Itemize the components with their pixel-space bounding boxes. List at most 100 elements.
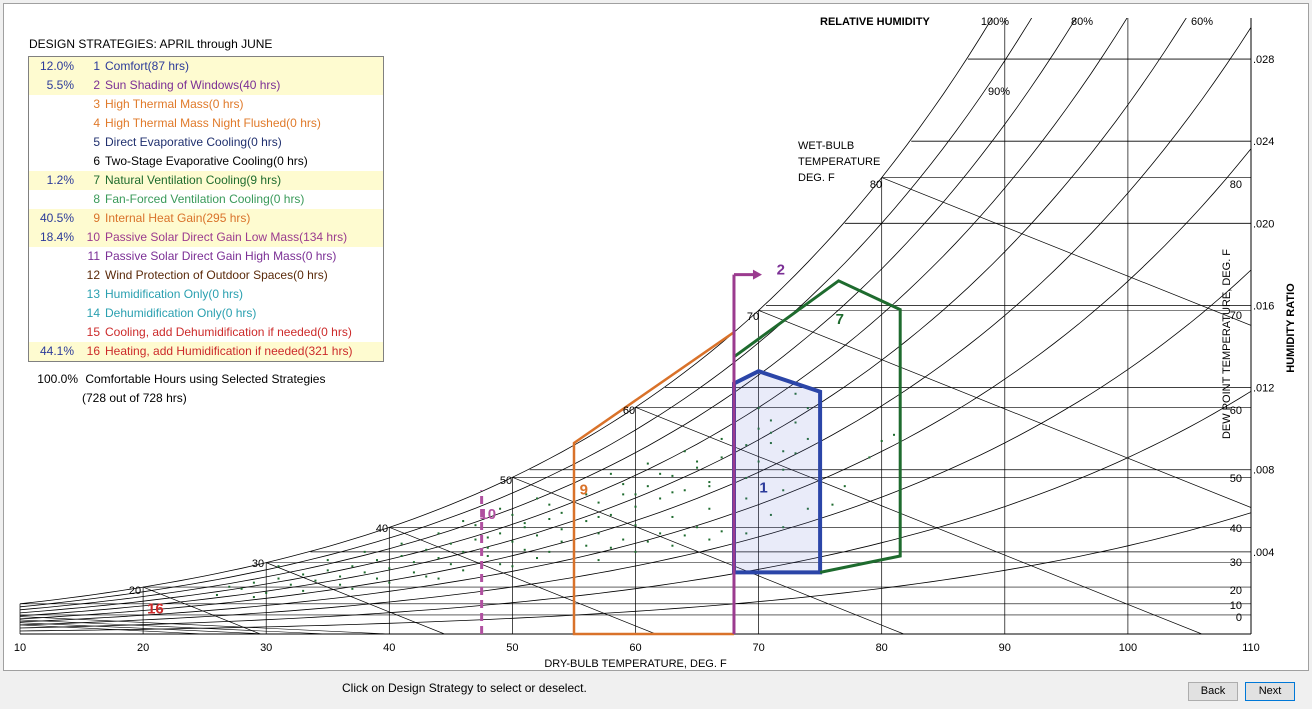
hour-point	[339, 575, 342, 578]
x-tick-label: 60	[629, 642, 641, 654]
rh-tick: 100%	[981, 16, 1009, 28]
hour-point	[634, 505, 637, 508]
hour-point	[745, 476, 748, 479]
next-button[interactable]: Next	[1245, 682, 1295, 701]
hour-point	[609, 513, 612, 516]
strategy-label: Wind Protection of Outdoor Spaces(0 hrs)	[105, 268, 328, 282]
hour-point	[536, 497, 539, 500]
strategy-item-10[interactable]: 18.4% 10 Passive Solar Direct Gain Low Mas…	[29, 228, 383, 247]
hour-point	[794, 421, 797, 424]
hour-point	[659, 472, 662, 475]
hour-point	[622, 493, 625, 496]
strategy-number: 2	[93, 78, 100, 92]
hour-point	[757, 460, 760, 463]
hour-point	[782, 526, 785, 529]
strategy-number: 8	[93, 192, 100, 206]
hour-point	[622, 483, 625, 486]
rh-inner-label: 90%	[988, 86, 1010, 98]
strategy-label: Natural Ventilation Cooling(9 hrs)	[105, 173, 282, 187]
strategy-item-8[interactable]: 8 Fan-Forced Ventilation Cooling(0 hrs)	[29, 190, 383, 209]
humidity-ratio-title: HUMIDITY RATIO	[1285, 283, 1297, 373]
hour-point	[462, 569, 465, 572]
humidity-ratio-tick: .020	[1253, 218, 1274, 230]
strategy-item-15[interactable]: 15 Cooling, add Dehumidification if neede…	[29, 323, 383, 342]
x-tick-label: 110	[1242, 642, 1260, 654]
strategy-percent: 18.4%	[39, 230, 74, 244]
hour-point	[486, 554, 489, 557]
strategy-percent	[29, 323, 86, 342]
wet-bulb-title: WET-BULB	[798, 140, 854, 152]
strategy-number: 10	[86, 230, 100, 244]
hour-point	[880, 439, 883, 442]
wet-bulb-tick: 20	[129, 585, 141, 597]
strategy-percent: 40.5%	[39, 211, 74, 225]
strategy-label: Passive Solar Direct Gain High Mass(0 hr…	[105, 249, 337, 263]
strategy-label: Comfort(87 hrs)	[105, 59, 190, 73]
x-tick-label: 40	[383, 642, 395, 654]
x-tick-label: 80	[876, 642, 888, 654]
strategy-number: 12	[86, 268, 100, 282]
hour-point	[400, 554, 403, 557]
sun-shading-arrowhead	[752, 269, 762, 280]
hour-point	[523, 548, 526, 551]
strategy-percent: 5.5%	[46, 78, 74, 92]
hour-point	[375, 577, 378, 580]
strategy-item-7[interactable]: 1.2% 7 Natural Ventilation Cooling(9 hrs)	[29, 171, 383, 190]
hour-point	[708, 538, 711, 541]
strategy-number: 15	[86, 325, 100, 339]
hour-point	[622, 538, 625, 541]
hour-point	[659, 532, 662, 535]
hour-point	[769, 442, 772, 445]
footer-instruction: Click on Design Strategy to select or de…	[342, 681, 587, 695]
hour-point	[412, 571, 415, 574]
strategy-item-4[interactable]: 4 High Thermal Mass Night Flushed(0 hrs)	[29, 114, 383, 133]
strategy-label: Cooling, add Dehumidification if needed(…	[105, 325, 352, 339]
hour-point	[474, 538, 477, 541]
hour-point	[523, 522, 526, 525]
strategy-label: Dehumidification Only(0 hrs)	[105, 306, 257, 320]
wet-bulb-line	[758, 310, 1251, 508]
hour-point	[769, 431, 772, 434]
strategy-item-14[interactable]: 14 Dehumidification Only(0 hrs)	[29, 304, 383, 323]
strategy-item-11[interactable]: 11 Passive Solar Direct Gain High Mass(0 …	[29, 247, 383, 266]
strategy-item-9[interactable]: 40.5% 9 Internal Heat Gain(295 hrs)	[29, 209, 383, 228]
hour-point	[511, 513, 514, 516]
hour-point	[302, 573, 305, 576]
strategy-item-2[interactable]: 5.5% 2 Sun Shading of Windows(40 hrs)	[29, 76, 383, 95]
wet-bulb-line	[20, 619, 328, 634]
strategy-item-13[interactable]: 13 Humidification Only(0 hrs)	[29, 285, 383, 304]
hour-point	[757, 407, 760, 410]
hour-point	[769, 513, 772, 516]
hour-point	[597, 515, 600, 518]
strategy-item-12[interactable]: 12 Wind Protection of Outdoor Spaces(0 hr…	[29, 266, 383, 285]
back-button[interactable]: Back	[1188, 682, 1238, 701]
strategy-item-1[interactable]: 12.0% 1 Comfort(87 hrs)	[29, 57, 383, 76]
strategy-item-6[interactable]: 6 Two-Stage Evaporative Cooling(0 hrs)	[29, 152, 383, 171]
hour-point	[634, 550, 637, 553]
hour-point	[474, 524, 477, 527]
hour-point	[597, 532, 600, 535]
hour-point	[425, 548, 428, 551]
hour-point	[351, 587, 354, 590]
comfortable-hours-summary: 100.0% Comfortable Hours using Selected …	[32, 370, 402, 408]
strategy-item-16[interactable]: 44.1% 16 Heating, add Humidification if ne…	[29, 342, 383, 361]
hour-point	[745, 444, 748, 447]
strategy-item-5[interactable]: 5 Direct Evaporative Cooling(0 hrs)	[29, 133, 383, 152]
strategy-percent	[29, 152, 86, 171]
strategy-label: Direct Evaporative Cooling(0 hrs)	[105, 135, 282, 149]
strategy-item-3[interactable]: 3 High Thermal Mass(0 hrs)	[29, 95, 383, 114]
strategy-label: High Thermal Mass Night Flushed(0 hrs)	[105, 116, 321, 130]
hour-point	[240, 587, 243, 590]
humidity-ratio-tick: .008	[1253, 465, 1274, 477]
strategy-label: Humidification Only(0 hrs)	[105, 287, 244, 301]
hour-point	[560, 528, 563, 531]
internal-gain-zone	[572, 331, 735, 636]
hour-point	[683, 450, 686, 453]
hour-point	[585, 520, 588, 523]
hour-point	[548, 503, 551, 506]
strategy-percent	[29, 95, 86, 114]
wet-bulb-line	[512, 477, 904, 634]
wet-bulb-tick: 70	[747, 311, 759, 323]
hour-point	[831, 503, 834, 506]
hour-point	[437, 557, 440, 560]
